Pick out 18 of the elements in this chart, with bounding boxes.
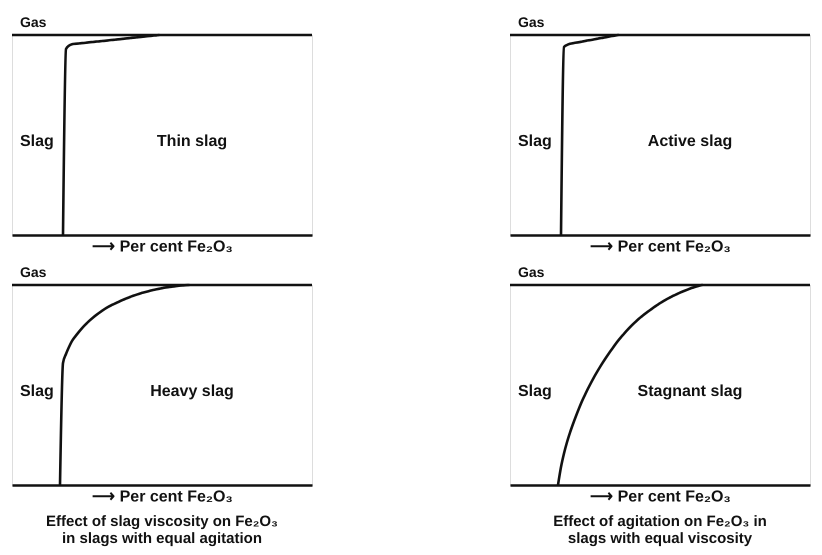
text: Effect of agitation on Fe₂O₃ in slags with equal viscosity	[553, 513, 767, 547]
x-axis-title: ⟶ Per cent Fe₂O₃	[590, 488, 731, 506]
ref-line-label: Gas	[518, 264, 545, 280]
x-axis-title: ⟶ Per cent Fe₂O₃	[92, 488, 233, 506]
y-axis-title: Slag	[20, 383, 54, 400]
text: Effect of slag viscosity on Fe₂O₃ in slags with equal agitation	[46, 513, 278, 547]
ref-line-label: Gas	[20, 264, 47, 280]
y-axis-title: Slag	[518, 133, 552, 150]
x-axis-title: ⟶ Per cent Fe₂O₃	[92, 238, 233, 256]
ref-line-label: Gas	[20, 14, 47, 30]
annotation: Stagnant slag	[638, 383, 742, 400]
annotation: Thin slag	[156, 133, 228, 150]
annotation: Active slag	[648, 133, 732, 150]
annotation: Heavy slag	[150, 383, 234, 400]
y-axis-title: Slag	[20, 133, 54, 150]
ref-line-label: Gas	[518, 14, 545, 30]
y-axis-title: Slag	[518, 383, 552, 400]
x-axis-title: ⟶ Per cent Fe₂O₃	[590, 238, 731, 256]
